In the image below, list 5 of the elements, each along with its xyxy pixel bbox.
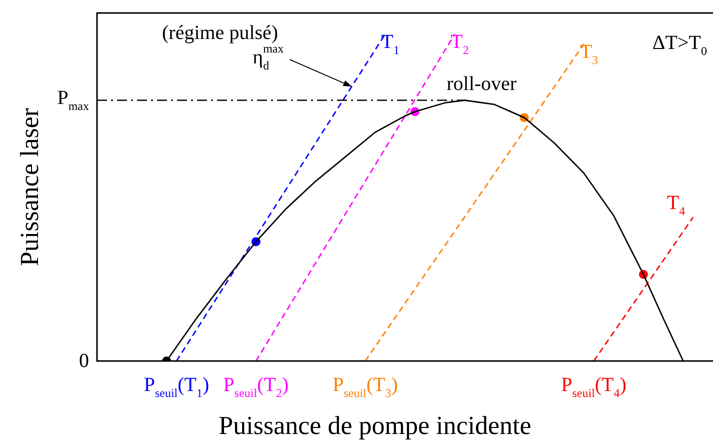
- annotation: (régime pulsé): [162, 22, 278, 44]
- x-axis-title: Puissance de pompe incidente: [218, 411, 532, 440]
- annotation: roll-over: [446, 73, 517, 96]
- text: 0: [79, 350, 89, 372]
- y-axis-title: Puissance laser: [15, 108, 44, 266]
